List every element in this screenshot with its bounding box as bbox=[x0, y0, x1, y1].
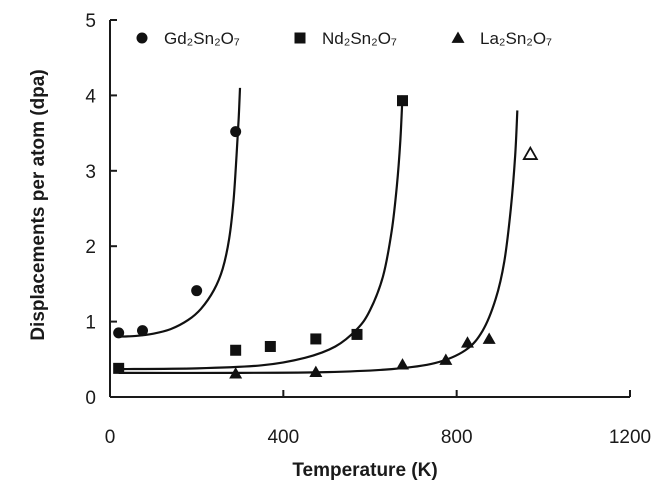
data-point-square bbox=[351, 328, 363, 340]
x-tick-label: 800 bbox=[441, 427, 473, 448]
legend-marker-circle bbox=[136, 32, 148, 44]
data-point-circle bbox=[137, 325, 148, 337]
x-axis-title: Temperature (K) bbox=[292, 460, 437, 481]
legend-label: Nd₂Sn₂O₇ bbox=[322, 29, 397, 48]
legend-label: Gd₂Sn₂O₇ bbox=[164, 29, 240, 48]
y-tick-label: 4 bbox=[85, 86, 96, 107]
data-point-square bbox=[397, 95, 408, 107]
data-point-square bbox=[113, 362, 125, 374]
data-point-circle bbox=[230, 126, 242, 138]
data-point-circle bbox=[191, 285, 203, 297]
data-point-triangle bbox=[309, 365, 323, 377]
fit-curves bbox=[118, 87, 519, 375]
data-point-square bbox=[310, 333, 322, 345]
data-point-triangle bbox=[482, 332, 496, 344]
y-tick-label: 0 bbox=[85, 388, 96, 409]
fit-curve-1 bbox=[118, 87, 242, 338]
data-point-triangle bbox=[229, 367, 243, 379]
legend-marker-triangle bbox=[451, 31, 465, 43]
axis-ticks: 0 1 2 3 4 5 0 400 800 1200 bbox=[85, 11, 651, 448]
y-tick-label: 1 bbox=[85, 313, 96, 334]
plot-frame bbox=[109, 20, 630, 398]
fit-curve-2 bbox=[118, 95, 404, 371]
x-tick-label: 0 bbox=[105, 427, 116, 448]
fit-curve-3 bbox=[118, 110, 519, 375]
data-markers bbox=[113, 95, 539, 379]
y-tick-label: 2 bbox=[85, 237, 96, 258]
data-point-square bbox=[264, 340, 276, 352]
data-point-square bbox=[230, 344, 242, 356]
y-tick-label: 3 bbox=[85, 162, 96, 183]
data-point-triangle bbox=[396, 358, 409, 370]
legend: Gd₂Sn₂O₇ Nd₂Sn₂O₇ La₂Sn₂O₇ bbox=[136, 29, 552, 48]
y-axis-title: Displacements per atom (dpa) bbox=[28, 69, 49, 340]
data-point-triangle bbox=[461, 336, 474, 348]
data-point-triangle bbox=[439, 353, 453, 365]
x-tick-label: 1200 bbox=[609, 427, 651, 448]
open-data-point-triangle bbox=[522, 145, 539, 160]
y-tick-label: 5 bbox=[85, 11, 96, 32]
legend-marker-square bbox=[294, 32, 306, 44]
data-point-circle bbox=[113, 327, 125, 339]
x-tick-label: 400 bbox=[267, 427, 299, 448]
legend-label: La₂Sn₂O₇ bbox=[480, 29, 552, 48]
